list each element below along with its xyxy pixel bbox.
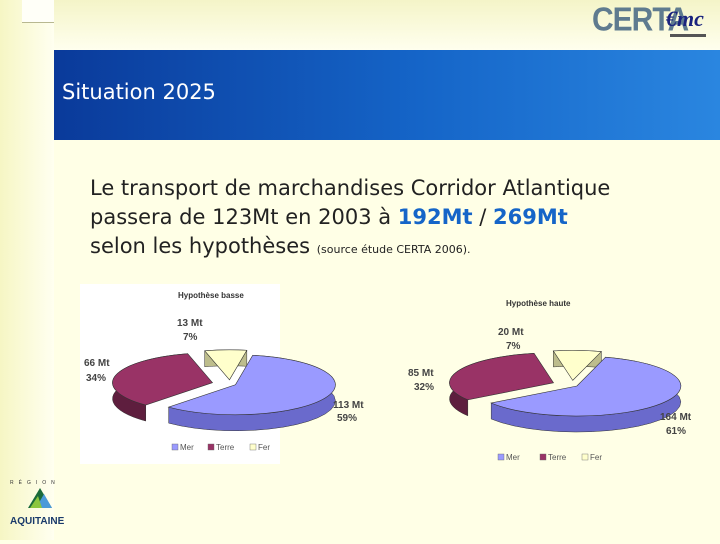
label-haute-fer-value: 20 Mt — [498, 327, 524, 338]
label-basse-mer-value: 113 Mt — [333, 400, 364, 411]
chart-haute-pie — [449, 350, 682, 433]
value-low: 192Mt — [397, 205, 473, 229]
value-sep: / — [472, 205, 493, 229]
pie-basse-fer-slice — [204, 349, 248, 381]
legend-basse-mer: Mer — [180, 443, 194, 452]
legend-haute-fer: Fer — [590, 453, 602, 462]
chart-haute-title: Hypothèse haute — [506, 299, 571, 308]
body-line-2-prefix: passera de 123Mt en 2003 à — [90, 205, 398, 229]
pie-haute-mer-slice — [490, 356, 682, 417]
pie-haute-fer-slice — [552, 350, 603, 381]
legend-basse-terre-swatch — [207, 443, 215, 451]
aquitaine-emblem-icon: RÉGION AQUITAINE — [10, 479, 65, 527]
chart-basse: Hypothèse basse 13 Mt 7% 66 Mt 34% 113 M… — [84, 291, 364, 452]
label-basse-fer-value: 13 Mt — [177, 318, 203, 329]
title-bar: Situation 2025 — [54, 50, 720, 140]
pie-basse-mer-slice — [167, 354, 336, 416]
body-text: Le transport de marchandises Corridor At… — [90, 174, 710, 264]
chart-basse-pie — [112, 349, 336, 432]
value-high: 269Mt — [493, 205, 568, 229]
legend-basse-fer-swatch — [249, 443, 257, 451]
label-basse-fer-pct: 7% — [183, 332, 198, 343]
emc-logo: €mc — [660, 4, 716, 40]
pie-haute-terre-slice — [449, 353, 554, 401]
slide-title: Situation 2025 — [62, 80, 216, 104]
body-line-2: passera de 123Mt en 2003 à 192Mt / 269Mt — [90, 203, 710, 232]
legend-haute-terre: Terre — [548, 453, 567, 462]
pie-basse-terre-slice — [112, 353, 214, 406]
left-sidebar — [0, 0, 54, 540]
source-note: (source étude CERTA 2006). — [316, 243, 471, 256]
legend-basse-fer: Fer — [258, 443, 270, 452]
body-line-3-text: selon les hypothèses — [90, 234, 317, 258]
label-basse-terre-value: 66 Mt — [84, 358, 110, 369]
legend-basse-mer-swatch — [171, 443, 179, 451]
body-line-3: selon les hypothèses (source étude CERTA… — [90, 232, 710, 264]
label-haute-mer-value: 164 Mt — [660, 412, 692, 423]
label-haute-terre-value: 85 Mt — [408, 368, 434, 379]
legend-haute-mer: Mer — [506, 453, 520, 462]
label-basse-terre-pct: 34% — [86, 373, 106, 384]
legend-haute-fer-swatch — [581, 453, 589, 461]
chart-haute: Hypothèse haute 20 Mt 7% 85 Mt 32% 164 M… — [408, 299, 692, 462]
emc-logo-text: €mc — [666, 6, 704, 31]
legend-basse-terre: Terre — [216, 443, 235, 452]
region-name: AQUITAINE — [10, 516, 65, 527]
label-basse-mer-pct: 59% — [337, 413, 357, 424]
label-haute-mer-pct: 61% — [666, 426, 686, 437]
top-bar — [54, 0, 720, 50]
emc-logo-underline — [670, 34, 706, 37]
region-aquitaine-logo: RÉGION AQUITAINE — [8, 478, 74, 540]
legend-haute-mer-swatch — [497, 453, 505, 461]
chart-haute-legend: Mer Terre Fer — [497, 453, 602, 462]
region-label: RÉGION — [10, 479, 60, 486]
body-line-1: Le transport de marchandises Corridor At… — [90, 176, 611, 200]
label-haute-terre-pct: 32% — [414, 382, 434, 393]
label-haute-fer-pct: 7% — [506, 341, 521, 352]
sidebar-notch — [22, 0, 54, 23]
chart-basse-title: Hypothèse basse — [178, 291, 244, 300]
chart-basse-legend: Mer Terre Fer — [171, 443, 270, 452]
certa-logo: CERTA — [592, 2, 689, 39]
legend-haute-terre-swatch — [539, 453, 547, 461]
